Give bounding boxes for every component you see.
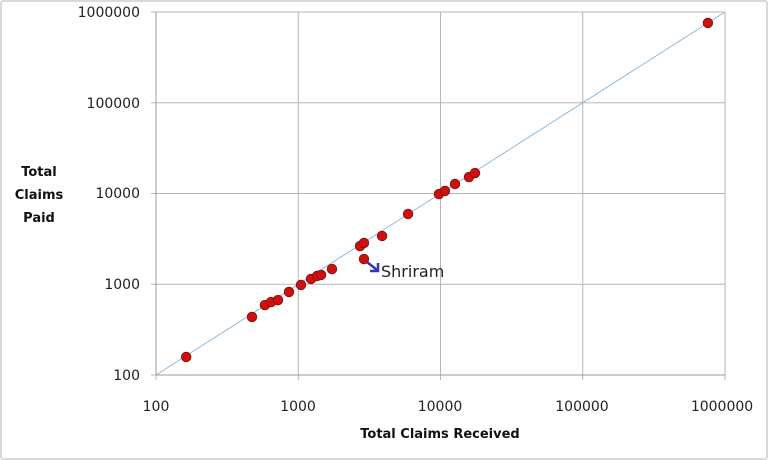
x-tick-label: 1000 (280, 399, 316, 415)
arrowhead-icon (370, 263, 380, 273)
y-tick-label: 1000 (104, 277, 140, 293)
data-point (376, 230, 388, 242)
data-point (449, 178, 461, 190)
x-axis-title: Total Claims Received (360, 427, 519, 442)
data-point (315, 269, 327, 281)
x-tick-label: 1000000 (691, 399, 753, 415)
data-point (402, 208, 414, 220)
data-point (246, 311, 258, 323)
y-tick-label: 100000 (87, 96, 140, 112)
data-point (283, 286, 295, 298)
data-point (326, 263, 338, 275)
data-point (358, 253, 370, 265)
data-point (469, 167, 481, 179)
x-tick-label: 10000 (418, 399, 463, 415)
data-point (272, 294, 284, 306)
y-axis-title-line: Total (21, 165, 57, 180)
y-axis-title-line: Claims (15, 188, 64, 203)
shriram-annotation: Shriram (366, 261, 444, 281)
y-axis-title-line: Paid (23, 211, 55, 226)
data-point (358, 237, 370, 249)
y-tick-label: 10000 (95, 186, 140, 202)
x-tick-label: 100 (143, 399, 170, 415)
data-point (702, 17, 714, 29)
data-point (180, 351, 192, 363)
arrow-icon (366, 261, 378, 271)
x-tick-label: 100000 (555, 399, 608, 415)
data-points (180, 17, 714, 363)
data-point (295, 279, 307, 291)
data-point (439, 185, 451, 197)
axes (155, 12, 725, 376)
y-tick-label: 100 (113, 368, 140, 384)
y-tick-label: 1000000 (78, 5, 140, 21)
annotation-label: Shriram (381, 262, 444, 281)
